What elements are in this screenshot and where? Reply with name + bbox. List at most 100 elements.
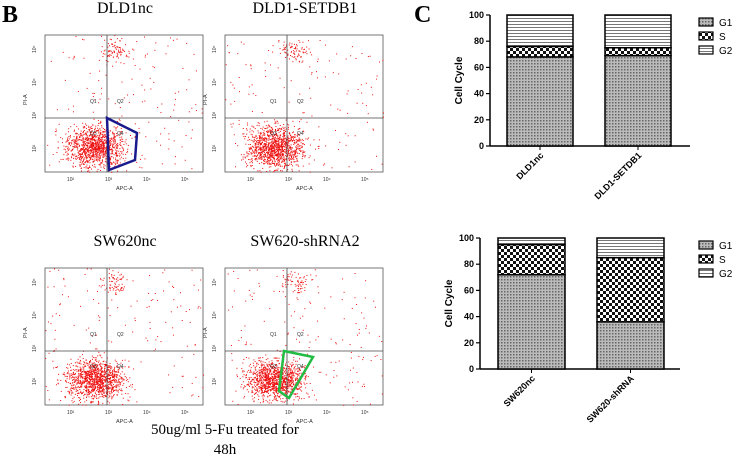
event-dot: [75, 166, 76, 167]
event-dot: [125, 376, 126, 377]
event-dot: [260, 154, 261, 155]
event-dot: [263, 134, 264, 135]
event-dot: [274, 139, 275, 140]
event-dot: [80, 369, 81, 370]
event-dot: [228, 274, 229, 275]
event-dot: [278, 165, 279, 166]
event-dot: [352, 46, 353, 47]
event-dot: [281, 401, 282, 402]
event-dot: [283, 135, 284, 136]
event-dot: [172, 387, 173, 388]
event-dot: [76, 137, 77, 138]
event-dot: [233, 123, 234, 124]
event-dot: [77, 143, 78, 144]
event-dot: [127, 400, 128, 401]
event-dot: [93, 357, 94, 358]
event-dot: [92, 401, 93, 402]
event-dot: [294, 140, 295, 141]
event-dot: [84, 152, 85, 153]
event-dot: [84, 362, 85, 363]
event-dot: [122, 379, 123, 380]
event-dot: [262, 357, 263, 358]
event-dot: [69, 364, 70, 365]
event-dot: [301, 391, 302, 392]
event-dot: [249, 386, 250, 387]
event-dot: [311, 279, 312, 280]
event-dot: [280, 48, 281, 49]
event-dot: [303, 166, 304, 167]
event-dot: [292, 165, 293, 166]
event-dot: [116, 389, 117, 390]
event-dot: [291, 155, 292, 156]
event-dot: [110, 377, 111, 378]
event-dot: [293, 157, 294, 158]
event-dot: [303, 277, 304, 278]
event-dot: [261, 162, 262, 163]
event-dot: [295, 156, 296, 157]
event-dot: [113, 144, 114, 145]
event-dot: [111, 367, 112, 368]
event-dot: [263, 132, 264, 133]
event-dot: [271, 390, 272, 391]
event-dot: [118, 385, 119, 386]
event-dot: [285, 159, 286, 160]
event-dot: [132, 79, 133, 80]
event-dot: [72, 374, 73, 375]
event-dot: [371, 87, 372, 88]
event-dot: [256, 372, 257, 373]
event-dot: [115, 161, 116, 162]
event-dot: [104, 142, 105, 143]
event-dot: [260, 152, 261, 153]
event-dot: [85, 144, 86, 145]
event-dot: [190, 322, 191, 323]
x-tick-label: 10⁴: [143, 177, 151, 183]
event-dot: [268, 393, 269, 394]
event-dot: [120, 107, 121, 108]
event-dot: [91, 386, 92, 387]
event-dot: [241, 160, 242, 161]
event-dot: [104, 154, 105, 155]
event-dot: [358, 89, 359, 90]
event-dot: [56, 313, 57, 314]
event-dot: [285, 57, 286, 58]
event-dot: [98, 125, 99, 126]
event-dot: [258, 380, 259, 381]
y-tick-label: 10³: [32, 111, 38, 119]
event-dot: [99, 285, 100, 286]
event-dot: [274, 142, 275, 143]
event-dot: [267, 127, 268, 128]
event-dot: [248, 159, 249, 160]
event-dot: [291, 151, 292, 152]
event-dot: [253, 156, 254, 157]
event-dot: [292, 274, 293, 275]
event-dot: [297, 48, 298, 49]
event-dot: [105, 50, 106, 51]
event-dot: [104, 40, 105, 41]
event-dot: [269, 395, 270, 396]
event-dot: [257, 140, 258, 141]
event-dot: [282, 150, 283, 151]
event-dot: [275, 161, 276, 162]
event-dot: [145, 55, 146, 56]
event-dot: [382, 394, 383, 395]
event-dot: [277, 121, 278, 122]
event-dot: [121, 157, 122, 158]
event-dot: [257, 144, 258, 145]
event-dot: [73, 111, 74, 112]
event-dot: [81, 371, 82, 372]
event-dot: [98, 146, 99, 147]
event-dot: [72, 382, 73, 383]
event-dot: [109, 391, 110, 392]
event-dot: [76, 36, 77, 37]
event-dot: [94, 378, 95, 379]
event-dot: [283, 275, 284, 276]
event-dot: [290, 273, 291, 274]
event-dot: [195, 344, 196, 345]
event-dot: [157, 107, 158, 108]
event-dot: [274, 156, 275, 157]
event-dot: [86, 137, 87, 138]
event-dot: [290, 140, 291, 141]
event-dot: [75, 362, 76, 363]
event-dot: [86, 152, 87, 153]
event-dot: [112, 371, 113, 372]
